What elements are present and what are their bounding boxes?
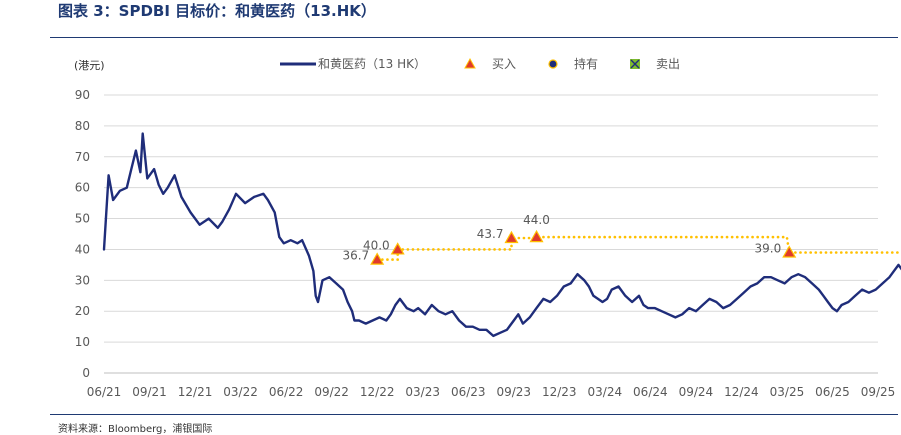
x-tick-label: 03/24	[588, 385, 623, 399]
x-tick-label: 06/21	[87, 385, 122, 399]
y-axis-unit: (港元)	[74, 59, 105, 72]
legend-label-stock: 和黄医药（13 HK）	[318, 57, 426, 71]
y-tick-label: 60	[75, 181, 90, 195]
y-tick-label: 0	[82, 366, 90, 380]
x-tick-label: 12/24	[724, 385, 759, 399]
y-tick-label: 40	[75, 242, 90, 256]
y-tick-label: 20	[75, 304, 90, 318]
buy-marker	[504, 230, 519, 244]
x-tick-label: 03/23	[405, 385, 440, 399]
legend: 和黄医药（13 HK） 买入 持有 卖出	[280, 56, 680, 71]
y-tick-label: 10	[75, 335, 90, 349]
target-price-label: 44.0	[523, 213, 550, 227]
x-tick-label: 06/23	[451, 385, 486, 399]
x-tick-label: 06/24	[633, 385, 668, 399]
x-tick-label: 12/21	[178, 385, 213, 399]
legend-label-sell: 卖出	[656, 57, 680, 71]
y-tick-label: 30	[75, 273, 90, 287]
y-tick-label: 70	[75, 150, 90, 164]
target-annotations: 36.740.043.744.039.040.541.3	[342, 213, 781, 263]
x-axis-ticks: 06/21 09/21 12/21 03/22 06/22 09/22 12/22 03/23…	[87, 385, 896, 399]
buy-marker	[529, 229, 544, 243]
target-price-line	[375, 235, 901, 261]
title-rule	[50, 37, 898, 38]
legend-label-hold: 持有	[574, 56, 598, 71]
target-price-label: 43.7	[477, 227, 504, 241]
buy-marker	[370, 252, 385, 265]
target-price-label: 39.0	[754, 242, 781, 256]
footer-rule	[50, 414, 898, 415]
chart-title: 图表 3：SPDBI 目标价：和黄医药（13.HK）	[58, 2, 376, 20]
target-price-label: 36.7	[342, 249, 369, 263]
x-tick-label: 09/23	[496, 385, 531, 399]
x-tick-label: 12/22	[360, 385, 395, 399]
source-note: 资料来源：Bloomberg，浦银国际	[58, 424, 213, 435]
legend-swatch-sell-cross	[630, 59, 640, 69]
x-tick-label: 03/22	[223, 385, 258, 399]
y-axis-ticks: 0 10 20 30 40 50 60 70 80 90	[75, 88, 90, 380]
buy-marker	[390, 242, 405, 255]
x-tick-label: 09/22	[314, 385, 349, 399]
x-tick-label: 09/21	[132, 385, 167, 399]
x-tick-label: 06/25	[815, 385, 850, 399]
gridlines	[104, 94, 878, 374]
x-tick-label: 09/24	[679, 385, 714, 399]
x-tick-label: 06/22	[269, 385, 304, 399]
series-layer	[102, 132, 901, 338]
rating-markers	[370, 229, 797, 265]
y-tick-label: 90	[75, 88, 90, 102]
legend-label-buy: 买入	[492, 57, 516, 71]
y-tick-label: 80	[75, 119, 90, 133]
target-price-label: 40.0	[363, 238, 390, 252]
buy-marker	[782, 245, 797, 258]
x-tick-label: 12/23	[542, 385, 577, 399]
share-price-line	[102, 132, 901, 338]
legend-swatch-hold	[548, 59, 558, 69]
x-tick-label: 09/25	[861, 385, 896, 399]
legend-swatch-buy	[464, 57, 476, 69]
x-tick-label: 03/25	[770, 385, 805, 399]
y-tick-label: 50	[75, 212, 90, 226]
